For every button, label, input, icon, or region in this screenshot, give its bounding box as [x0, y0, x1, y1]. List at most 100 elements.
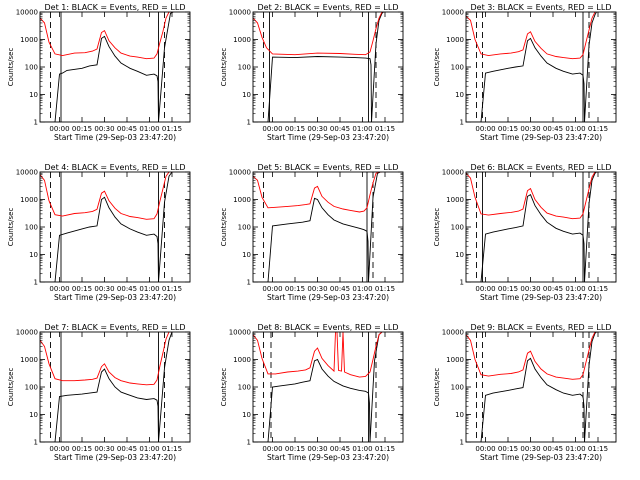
x-tick-label: 00:15 [285, 285, 305, 293]
x-tick-label: 00:30 [520, 125, 540, 133]
y-tick-label: 10 [29, 91, 38, 99]
x-tick-label: 00:45 [543, 285, 563, 293]
x-tick-label: 00:00 [475, 445, 495, 453]
x-tick-label: 00:30 [307, 285, 327, 293]
x-tick-label: 01:00 [139, 285, 159, 293]
x-tick-label: 00:15 [285, 445, 305, 453]
x-tick-label: 00:15 [498, 445, 518, 453]
x-tick-label: 00:15 [498, 285, 518, 293]
x-tick-label: 00:00 [49, 285, 69, 293]
y-tick-label: 10000 [229, 9, 251, 17]
y-tick-label: 1000 [233, 196, 251, 204]
x-tick-label: 00:45 [330, 445, 350, 453]
series-line-lld [253, 12, 385, 56]
x-tick-label: 00:45 [330, 285, 350, 293]
x-tick-label: 01:00 [565, 125, 585, 133]
y-tick-label: 100 [451, 64, 464, 72]
x-tick-label: 00:45 [117, 445, 137, 453]
y-axis-label: Counts/sec [7, 208, 15, 247]
x-tick-label: 00:30 [307, 445, 327, 453]
x-tick-label: 01:00 [565, 445, 585, 453]
chart-panel-7: Det 7: BLACK = Events, RED = LLD 1 10 100 10… [7, 323, 191, 462]
x-axis-label: Start Time (29-Sep-03 23:47:20) [267, 133, 389, 142]
plot-frame [465, 331, 617, 443]
x-tick-label: 01:00 [565, 285, 585, 293]
plot-frame [465, 171, 617, 283]
series-line-events [40, 172, 173, 282]
chart-title: Det 2: BLACK = Events, RED = LLD [258, 3, 399, 12]
y-tick-label: 1000 [446, 36, 464, 44]
x-tick-label: 00:45 [543, 125, 563, 133]
y-tick-label: 100 [25, 64, 38, 72]
y-tick-label: 1000 [233, 36, 251, 44]
chart-panel-8: Det 8: BLACK = Events, RED = LLD 1 10 100 10… [220, 323, 404, 462]
chart-title: Det 3: BLACK = Events, RED = LLD [471, 3, 612, 12]
y-axis-label: Counts/sec [7, 368, 15, 407]
x-tick-label: 01:15 [588, 285, 608, 293]
plot-frame [39, 171, 191, 283]
series-line-lld [466, 172, 598, 220]
chart-panel-2: Det 2: BLACK = Events, RED = LLD 1 10 100 10… [220, 3, 404, 142]
series-line-lld [40, 172, 174, 220]
x-tick-label: 00:45 [543, 445, 563, 453]
y-tick-label: 1 [247, 119, 251, 127]
chart-panel-4: Det 4: BLACK = Events, RED = LLD 1 10 100 10… [7, 163, 191, 302]
y-tick-label: 10000 [442, 329, 464, 337]
chart-title: Det 1: BLACK = Events, RED = LLD [45, 3, 186, 12]
x-tick-label: 00:15 [498, 125, 518, 133]
series-line-events [253, 12, 384, 122]
series-line-lld [40, 332, 172, 386]
y-tick-label: 100 [25, 224, 38, 232]
x-tick-label: 00:30 [520, 285, 540, 293]
plot-frame [252, 171, 404, 283]
chart-title: Det 6: BLACK = Events, RED = LLD [471, 163, 612, 172]
y-tick-label: 1000 [233, 356, 251, 364]
x-tick-label: 01:15 [162, 445, 182, 453]
x-axis-label: Start Time (29-Sep-03 23:47:20) [480, 293, 602, 302]
series-line-events [253, 332, 383, 442]
x-axis-label: Start Time (29-Sep-03 23:47:20) [54, 293, 176, 302]
x-tick-label: 00:30 [94, 445, 114, 453]
chart-title: Det 8: BLACK = Events, RED = LLD [258, 323, 399, 332]
series-line-lld [40, 12, 174, 60]
x-tick-label: 01:15 [588, 125, 608, 133]
y-tick-label: 10 [29, 251, 38, 259]
x-tick-label: 00:15 [72, 285, 92, 293]
x-tick-label: 01:15 [375, 125, 395, 133]
y-tick-label: 1 [247, 279, 251, 287]
y-tick-label: 1 [460, 439, 464, 447]
x-tick-label: 00:30 [94, 285, 114, 293]
x-tick-label: 00:15 [72, 445, 92, 453]
y-tick-label: 1000 [20, 196, 38, 204]
x-tick-label: 01:00 [139, 445, 159, 453]
x-tick-label: 00:45 [117, 285, 137, 293]
x-tick-label: 01:15 [588, 445, 608, 453]
y-tick-label: 10000 [229, 329, 251, 337]
x-tick-label: 00:15 [72, 125, 92, 133]
series-line-events [40, 332, 173, 442]
x-tick-label: 00:15 [285, 125, 305, 133]
y-tick-label: 10000 [16, 329, 38, 337]
x-tick-label: 00:45 [117, 125, 137, 133]
y-axis-label: Counts/sec [433, 48, 441, 87]
series-line-events [466, 332, 597, 442]
x-tick-label: 00:00 [262, 125, 282, 133]
series-line-events [253, 172, 381, 282]
y-tick-label: 1 [34, 439, 38, 447]
x-tick-label: 00:00 [49, 445, 69, 453]
series-line-lld [466, 12, 598, 60]
series-line-lld [253, 172, 382, 213]
y-tick-label: 10000 [442, 9, 464, 17]
x-tick-label: 00:00 [262, 445, 282, 453]
y-axis-label: Counts/sec [433, 368, 441, 407]
y-tick-label: 1000 [446, 356, 464, 364]
y-tick-label: 1000 [20, 356, 38, 364]
series-line-lld [253, 332, 383, 378]
y-tick-label: 10 [455, 251, 464, 259]
y-tick-label: 100 [238, 64, 251, 72]
y-tick-label: 10 [455, 91, 464, 99]
chart-title: Det 7: BLACK = Events, RED = LLD [45, 323, 186, 332]
x-tick-label: 00:45 [330, 125, 350, 133]
y-tick-label: 100 [25, 384, 38, 392]
y-axis-label: Counts/sec [7, 48, 15, 87]
